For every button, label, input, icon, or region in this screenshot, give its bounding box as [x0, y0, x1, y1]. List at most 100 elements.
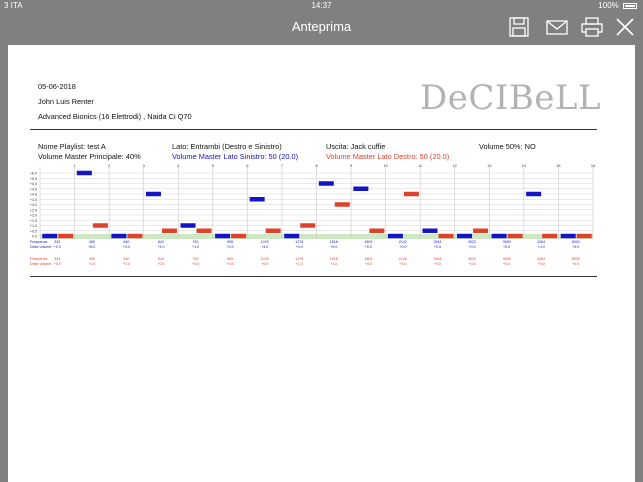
category-label: 4: [177, 164, 179, 168]
nav-title: Anteprima: [291, 19, 352, 34]
y-tick-label: +2.0: [30, 214, 37, 218]
category-label: 3: [143, 164, 145, 168]
close-icon[interactable]: [613, 16, 637, 38]
right-bar: [576, 233, 592, 239]
right-delta: +3.0: [330, 262, 337, 266]
y-tick-label: +1.0: [30, 224, 37, 228]
right-bar: [403, 191, 419, 197]
y-tick-label: +1.5: [30, 219, 37, 223]
mail-icon[interactable]: [545, 16, 569, 38]
left-delta: +0.0: [296, 245, 303, 249]
volume-right: Volume Master Lato Destro: 50 (20.0): [326, 152, 450, 161]
y-tick-label: +4.5: [30, 187, 37, 191]
left-bar: [249, 197, 265, 202]
right-bar: [265, 228, 281, 233]
right-frequency: 455: [89, 257, 95, 261]
right-bar: [161, 228, 177, 233]
right-delta: +0.0: [538, 262, 545, 266]
battery-percent: 100%: [598, 1, 619, 10]
save-icon[interactable]: [507, 16, 531, 38]
print-icon[interactable]: [580, 16, 604, 38]
right-delta: +4.0: [399, 262, 406, 266]
left-delta: +5.0: [365, 245, 372, 249]
right-bar: [58, 233, 74, 239]
right-bar: [92, 223, 108, 228]
left-delta: +0.0: [468, 245, 475, 249]
left-frequency: 455: [89, 240, 95, 244]
right-delta: +0.0: [227, 262, 234, 266]
right-delta: +0.0: [572, 262, 579, 266]
left-bar: [457, 233, 473, 239]
right-delta: +0.5: [192, 262, 199, 266]
y-tick-label: +5.0: [30, 182, 37, 186]
y-tick-label: +6.0: [30, 172, 37, 176]
status-bar: 3 ITA 14:37 100%: [0, 0, 643, 12]
left-frequency: 2544: [433, 240, 441, 244]
right-frequency: 1518: [330, 257, 338, 261]
category-label: 9: [350, 164, 352, 168]
battery-status: 100%: [598, 1, 637, 10]
right-delta: +0.0: [503, 262, 510, 266]
category-label: 11: [418, 164, 422, 168]
category-label: 8: [315, 164, 317, 168]
carrier-label: 3 ITA: [4, 1, 23, 10]
y-tick-label: +5.5: [30, 177, 37, 181]
right-delta: +0.5: [157, 262, 164, 266]
left-delta: +4.0: [538, 245, 545, 249]
left-delta: +0.0: [399, 245, 406, 249]
left-delta: +0.0: [54, 245, 61, 249]
clock: 14:37: [311, 1, 332, 10]
volume-master: Volume Master Principale: 40%: [38, 152, 141, 161]
right-frequency: 2544: [433, 257, 441, 261]
right-frequency: 2142: [399, 257, 407, 261]
right-bar: [438, 233, 454, 239]
right-frequency: 1803: [364, 257, 372, 261]
right-frequency: 3022: [468, 257, 476, 261]
left-bar: [111, 233, 127, 239]
row-label: Delta Volume: [30, 245, 51, 249]
left-bar: [42, 233, 58, 239]
category-label: 5: [212, 164, 214, 168]
right-bar: [369, 228, 385, 233]
y-tick-label: 0.0: [32, 235, 37, 239]
right-frequency: 1076: [261, 257, 269, 261]
left-delta: +0.0: [503, 245, 510, 249]
left-bar: [318, 181, 334, 186]
right-delta: +0.5: [261, 262, 268, 266]
left-frequency: 906: [227, 240, 233, 244]
side-label: Lato: Entrambi (Destro e Sinistro): [172, 142, 282, 151]
header-divider: [30, 129, 597, 130]
right-delta: +1.0: [296, 262, 303, 266]
category-label: 6: [246, 164, 248, 168]
category-label: 7: [281, 164, 283, 168]
right-delta: +0.5: [468, 262, 475, 266]
category-label: 2: [108, 164, 110, 168]
category-label: 12: [453, 164, 457, 168]
patient-name: John Luis Renter: [38, 97, 94, 106]
left-bar: [560, 233, 576, 239]
left-delta: +0.0: [227, 245, 234, 249]
nav-bar: Anteprima: [0, 12, 643, 42]
volume-50-label: Volume 50%: NO: [479, 142, 536, 151]
preview-page: 05-06-2018 John Luis Renter Advanced Bio…: [8, 45, 635, 482]
right-delta: +0.0: [123, 262, 130, 266]
left-frequency: 1076: [261, 240, 269, 244]
y-tick-label: +2.5: [30, 208, 37, 212]
left-frequency: 1276: [295, 240, 303, 244]
right-bar: [300, 223, 316, 228]
battery-icon: [623, 2, 637, 9]
right-frequency: 906: [227, 257, 233, 261]
footer-divider: [30, 276, 597, 277]
left-frequency: 1518: [330, 240, 338, 244]
category-label: 14: [522, 164, 526, 168]
category-label: 13: [487, 164, 491, 168]
left-delta: +5.0: [330, 245, 337, 249]
row-label: Frequenza: [30, 257, 47, 261]
left-bar: [491, 233, 507, 239]
left-frequency: 3590: [503, 240, 511, 244]
right-frequency: 3590: [503, 257, 511, 261]
right-delta: +0.5: [365, 262, 372, 266]
right-bar: [127, 233, 143, 239]
right-frequency: 540: [123, 257, 129, 261]
right-delta: +0.0: [434, 262, 441, 266]
